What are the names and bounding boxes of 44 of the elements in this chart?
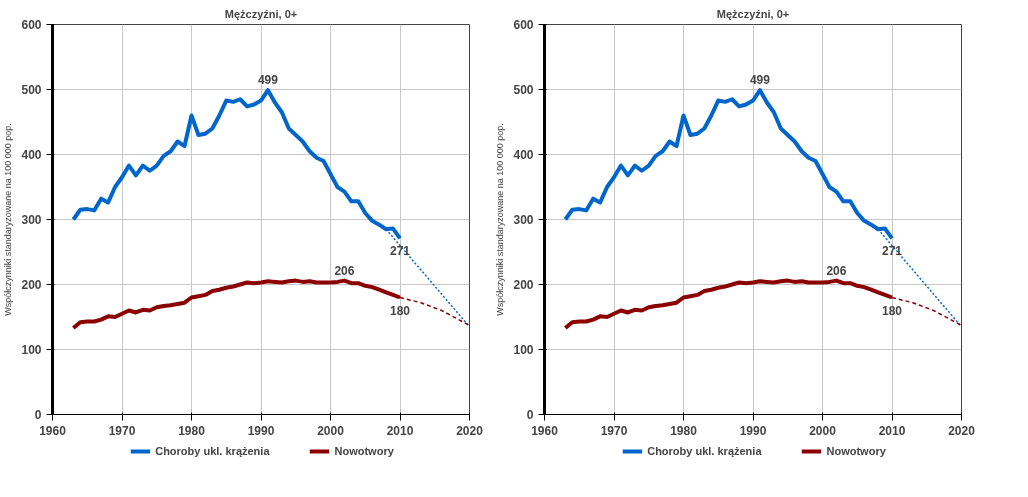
annotation: 206 xyxy=(334,263,355,278)
x-tick-label: 1990 xyxy=(739,423,767,438)
y-tick-label: 100 xyxy=(21,343,42,357)
y-tick-label: 500 xyxy=(513,83,534,97)
x-tick-label: 2000 xyxy=(809,423,837,438)
x-tick-label: 1960 xyxy=(39,423,67,438)
legend-label: Nowotwory xyxy=(334,445,394,457)
x-tick-label: 1970 xyxy=(108,423,136,438)
x-tick-label: 2020 xyxy=(948,423,976,438)
annotation: 206 xyxy=(826,263,847,278)
annotation: 180 xyxy=(389,303,411,318)
x-tick-label: 1990 xyxy=(247,423,275,438)
y-axis-title: Współczynniki standaryzowane na 100 000 pop. xyxy=(495,123,506,316)
legend-label: Choroby ukl. krążenia xyxy=(647,445,762,457)
annotation: 499 xyxy=(749,73,771,88)
y-tick-label: 200 xyxy=(513,278,534,292)
legend-label: Nowotwory xyxy=(826,445,886,457)
y-axis-title: Współczynniki standaryzowane na 100 000 pop. xyxy=(3,123,14,316)
y-tick-label: 500 xyxy=(21,83,42,97)
y-tick-label: 600 xyxy=(513,18,534,32)
annotation: 271 xyxy=(881,244,903,259)
y-tick-label: 0 xyxy=(34,408,42,422)
y-tick-label: 0 xyxy=(526,408,534,422)
x-tick-label: 1980 xyxy=(670,423,698,438)
legend-label: Choroby ukl. krążenia xyxy=(155,445,270,457)
y-tick-label: 400 xyxy=(21,148,42,162)
annotation: 271 xyxy=(389,244,411,259)
annotation: 499 xyxy=(257,73,279,88)
x-tick-label: 2010 xyxy=(878,423,906,438)
y-tick-label: 300 xyxy=(21,213,42,227)
x-tick-label: 2010 xyxy=(386,423,414,438)
chart-title: Mężczyźni, 0+ xyxy=(716,7,790,20)
x-tick-label: 1980 xyxy=(178,423,206,438)
chart-title: Mężczyźni, 0+ xyxy=(224,7,298,20)
y-tick-label: 600 xyxy=(21,18,42,32)
annotation: 180 xyxy=(881,303,903,318)
x-tick-label: 2020 xyxy=(456,423,484,438)
y-tick-label: 400 xyxy=(513,148,534,162)
x-tick-label: 2000 xyxy=(317,423,345,438)
x-tick-label: 1960 xyxy=(531,423,559,438)
y-tick-label: 200 xyxy=(21,278,42,292)
y-tick-label: 100 xyxy=(513,343,534,357)
x-tick-label: 1970 xyxy=(600,423,628,438)
y-tick-label: 300 xyxy=(513,213,534,227)
